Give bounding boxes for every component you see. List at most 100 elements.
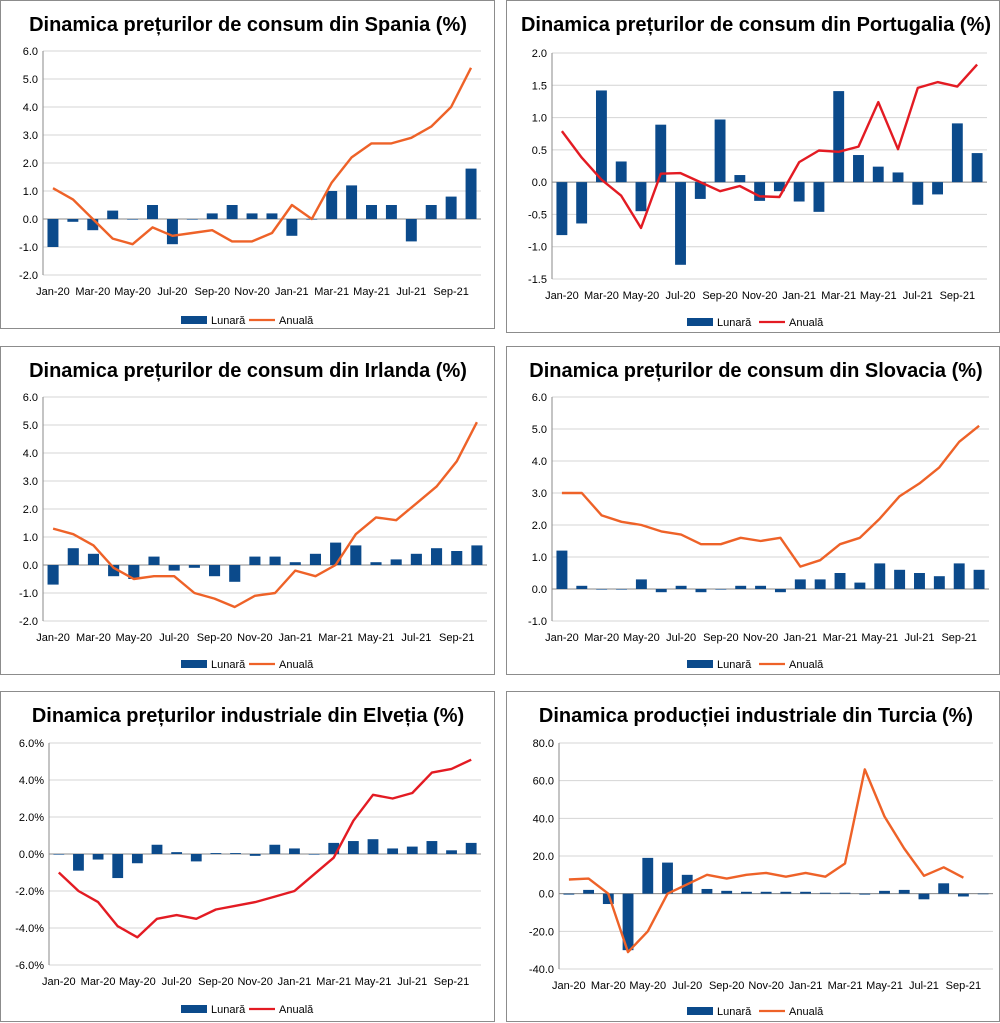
bar-mark xyxy=(286,219,298,236)
bar-mark xyxy=(148,556,160,565)
bar-mark xyxy=(957,893,969,897)
chart-svg-portugal: Dinamica prețurilor de consum din Portug… xyxy=(521,14,991,329)
x-tick-label: Mar-20 xyxy=(591,980,626,992)
bar-mark xyxy=(367,839,379,854)
bar-mark xyxy=(151,844,163,854)
bar-mark xyxy=(426,841,438,854)
bar-mark xyxy=(47,565,59,585)
y-tick-label: -40.0 xyxy=(529,964,554,976)
legend: Lunară Anuală xyxy=(687,1006,824,1018)
legend-line-label: Anuală xyxy=(279,1004,314,1016)
bar-mark xyxy=(405,219,417,242)
bar-mark xyxy=(366,205,377,219)
y-tick-label: 3.0 xyxy=(23,130,38,142)
chart-title: Dinamica prețurilor de consum din Spania… xyxy=(29,14,467,36)
bar-mark xyxy=(330,542,342,565)
legend-bar-label: Lunară xyxy=(717,659,752,671)
bar-mark xyxy=(127,219,139,220)
x-tick-label: Jul-21 xyxy=(397,976,427,988)
legend-bar-swatch xyxy=(687,1007,713,1015)
chart-title: Dinamica prețurilor de consum din Irland… xyxy=(29,360,467,382)
y-tick-label: 5.0 xyxy=(532,424,547,436)
x-tick-label: Nov-20 xyxy=(237,976,272,988)
bar-mark xyxy=(755,585,767,589)
bar-mark xyxy=(675,585,687,589)
y-tick-label: 0.0 xyxy=(532,177,547,189)
x-tick-label: May-20 xyxy=(119,976,156,988)
bar-mark xyxy=(892,172,904,183)
bar-mark xyxy=(390,559,402,565)
y-tick-label: -4.0% xyxy=(15,923,44,935)
x-tick-label: May-20 xyxy=(623,632,660,644)
bar-mark xyxy=(977,893,989,895)
x-tick-label: Jul-20 xyxy=(162,976,192,988)
y-tick-label: 4.0 xyxy=(532,456,547,468)
chart-svg-turkey: Dinamica producției industriale din Turc… xyxy=(529,705,993,1018)
bar-mark xyxy=(246,213,258,219)
y-tick-label: 40.0 xyxy=(533,813,554,825)
y-tick-label: -20.0 xyxy=(529,926,554,938)
bar-mark xyxy=(721,890,733,894)
x-tick-label: Mar-21 xyxy=(828,980,863,992)
bar-mark xyxy=(266,213,278,219)
bar-mark xyxy=(67,548,79,565)
bar-mark xyxy=(556,182,568,236)
bar-mark xyxy=(186,219,198,220)
y-tick-label: -1.0 xyxy=(528,242,547,254)
bar-mark xyxy=(794,579,806,589)
bar-mark xyxy=(602,893,614,905)
bar-mark xyxy=(147,205,158,219)
y-tick-label: 0.0 xyxy=(532,584,547,596)
y-tick-label: 5.0 xyxy=(23,74,38,86)
line-series xyxy=(52,67,473,246)
bar-mark xyxy=(740,891,752,894)
bar-mark xyxy=(328,842,340,854)
bar-mark xyxy=(834,573,846,589)
bar-mark xyxy=(249,556,261,565)
bar-mark xyxy=(87,553,100,565)
x-tick-label: Sep-21 xyxy=(940,290,975,302)
bar-mark xyxy=(932,182,944,195)
x-tick-label: Sep-21 xyxy=(941,632,976,644)
legend-line-label: Anuală xyxy=(279,315,314,327)
bar-mark xyxy=(642,857,654,894)
bar-mark xyxy=(819,892,831,894)
chart-title: Dinamica producției industriale din Turc… xyxy=(539,705,973,727)
bar-mark xyxy=(853,155,864,183)
y-tick-label: 1.0 xyxy=(23,532,38,544)
x-tick-label: Jul-21 xyxy=(396,286,426,298)
bar-mark xyxy=(188,565,200,568)
chart-panel-ireland: Dinamica prețurilor de consum din Irland… xyxy=(0,346,495,675)
x-tick-label: Sep-21 xyxy=(439,632,474,644)
bar-mark xyxy=(854,582,866,589)
y-tick-label: -1.0 xyxy=(19,588,38,600)
bar-mark xyxy=(635,182,647,212)
x-tick-label: Nov-20 xyxy=(743,632,778,644)
bar-mark xyxy=(622,893,634,951)
bar-mark xyxy=(701,888,713,894)
bar-mark xyxy=(973,569,985,589)
plot-area: -2.0 -1.0 0.0 1.0 2.0 3.0 4.0 5.0 6.0 Jan-20 Mar-2… xyxy=(19,392,487,644)
y-tick-label: 20.0 xyxy=(533,851,554,863)
x-tick-label: Sep-20 xyxy=(709,980,744,992)
x-tick-label: Mar-21 xyxy=(314,286,349,298)
x-tick-label: Sep-20 xyxy=(197,632,232,644)
legend-line-label: Anuală xyxy=(789,1006,824,1018)
bar-mark xyxy=(874,563,886,589)
bar-mark xyxy=(289,848,300,854)
x-tick-label: Mar-20 xyxy=(75,286,110,298)
bar-mark xyxy=(918,893,930,900)
bar-mark xyxy=(933,576,945,589)
bar-mark xyxy=(694,182,706,199)
x-tick-label: May-20 xyxy=(629,980,666,992)
bar-mark xyxy=(576,585,588,589)
x-tick-label: Jul-21 xyxy=(903,290,933,302)
y-tick-label: -1.0 xyxy=(528,616,547,628)
bar-mark xyxy=(347,841,359,854)
bar-mark xyxy=(190,854,202,862)
legend-line-label: Anuală xyxy=(789,659,824,671)
bar-mark xyxy=(346,185,358,219)
x-tick-label: Jan-20 xyxy=(545,632,579,644)
plot-area: -1.5 -1.0 -0.5 0.0 0.5 1.0 1.5 2.0 Jan-20 Mar-20 M… xyxy=(528,48,987,302)
legend-bar-label: Lunară xyxy=(717,317,752,329)
